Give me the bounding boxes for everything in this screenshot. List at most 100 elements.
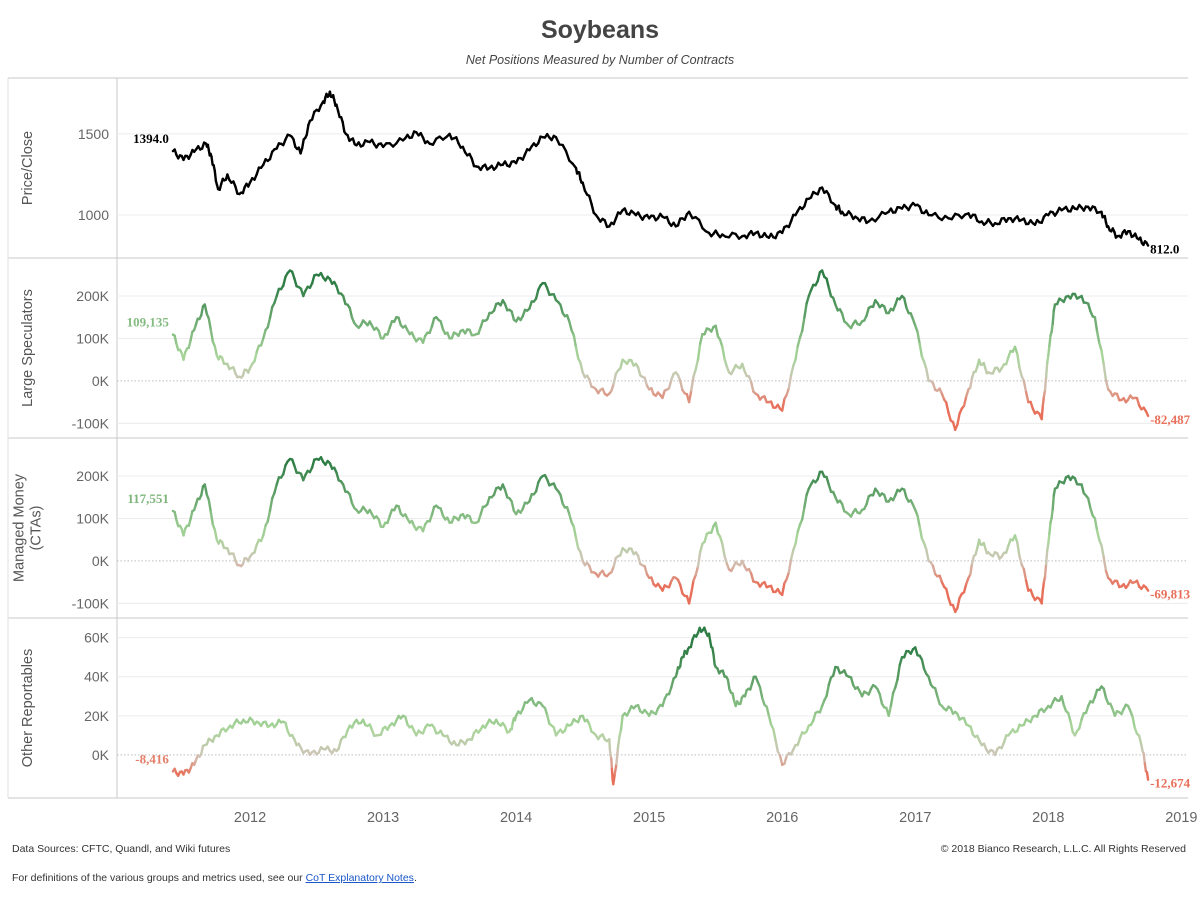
panel-2-series-segment [1135,396,1141,407]
panel-4-series-segment [914,646,919,657]
panel-4-series-segment [679,657,683,668]
panel-2-series-segment [1098,341,1103,352]
panel-4-series-segment [920,658,926,671]
panel-3-tick-label: 200K [76,468,109,484]
panel-2-series-segment [918,342,924,358]
panel-1-series-segment [803,197,808,208]
panel-2-series-segment [903,297,908,309]
panel-3-series-segment [696,550,702,568]
panel-3-series-segment [801,506,806,521]
panel-2-series-segment [922,360,928,370]
panel-4-end-label: -12,674 [1150,776,1191,791]
panel-2-series-segment [718,338,724,348]
panel-3-series-segment [785,570,791,581]
panel-3-series-segment [816,470,822,481]
panel-3-series-segment [1041,581,1046,592]
panel-2-series-segment [200,305,205,317]
panel-2-series-segment [1045,354,1050,365]
panel-2-series-segment [259,337,265,347]
panel-3-series-segment [1022,568,1028,582]
panel-2-series-segment [714,324,720,338]
panel-3-series-segment [840,502,846,513]
panel-3-series-segment [1095,529,1101,542]
panel-2-start-label: 109,135 [127,315,170,330]
panel-4-series-segment [765,705,771,717]
panel-3-series-segment [207,498,213,514]
panel-3-series-segment [200,485,205,497]
panel-3-tick-label: 100K [76,510,109,526]
panel-4-series-segment [689,638,694,649]
panel-2-series-segment [275,287,281,298]
panel-2-series-segment [1018,366,1023,378]
panel-4-series-segment [1093,688,1099,699]
panel-2-series-segment [187,339,192,349]
panel-2-tick-label: -100K [72,415,110,431]
panel-2-series-segment [825,277,830,289]
panel-2-tick-label: 0K [92,373,110,389]
panel-4-series-segment [767,714,773,726]
panel-3-series-segment [568,513,573,524]
panel-4-series-segment [969,725,975,736]
panel-2-series-segment [947,411,952,422]
panel-3-series-segment [559,493,564,505]
panel-2-series-segment [397,316,402,327]
panel-1-series-segment [305,123,310,136]
cot-explanatory-notes-link[interactable]: CoT Explanatory Notes [305,872,414,884]
panel-3-series-segment [796,523,802,534]
panel-2-series-segment [699,333,704,345]
panel-2-series-segment [588,378,593,388]
panel-2-series-segment [1022,379,1028,394]
panel-3-series-segment [1016,541,1021,558]
panel-1-series-segment [564,149,571,162]
panel-2-series-segment [430,317,436,328]
panel-4-series-segment [783,754,788,765]
panel-3-series-segment [282,464,287,476]
panel-3-series-segment [1080,483,1086,495]
panel-2-series-segment [1005,355,1010,366]
panel-3-series-segment [1051,494,1056,511]
panel-4-series-segment [615,747,620,766]
panel-4-series-segment [613,762,618,776]
panel-4-tick-label: 20K [84,708,110,724]
panel-2-series-segment [1013,345,1019,356]
panel-1-series-segment [1145,241,1150,247]
panel-3-series-segment [781,582,786,597]
panel-3-series-segment [970,555,975,565]
panel-4-series-segment [887,704,893,717]
panel-2-series-segment [1016,352,1021,369]
panel-3-series-segment [956,596,961,610]
panel-2-series-segment [579,361,584,374]
copyright-note: © 2018 Bianco Research, L.L.C. All Right… [940,843,1186,855]
panel-3-series-segment [916,514,921,529]
panel-2-series-segment [348,306,354,319]
panel-4-series-segment [1131,715,1137,730]
panel-3-series-segment [439,507,445,517]
panel-2-series-segment [636,366,642,377]
data-sources-note: Data Sources: CFTC, Quandl, and Wiki fut… [12,843,231,855]
panel-3-series-segment [827,483,833,493]
panel-3-series-segment [397,505,402,515]
panel-2-series-segment [439,320,445,331]
panel-3-end-label: -69,813 [1150,587,1191,602]
panel-2-series-segment [696,342,702,361]
panel-4-series-segment [758,686,764,700]
panel-3-series-segment [714,521,720,535]
panel-1-series-segment [554,135,561,146]
panel-2-series-segment [692,368,697,378]
panel-1-series-segment [292,138,297,149]
panel-2-series-segment [781,397,786,412]
chart-subtitle: Net Positions Measured by Number of Cont… [465,53,735,67]
panel-2-series-segment [721,345,726,361]
panel-3-series-segment [723,554,728,565]
panel-2-series-segment [262,328,267,340]
panel-3-series-segment [687,591,693,605]
panel-3-series-segment [1144,586,1150,592]
panel-3-series-segment [1043,563,1048,578]
panel-1-series-segment [588,194,593,206]
panel-2-series-segment [690,375,695,392]
panel-2-series-segment [1047,344,1051,357]
x-tick-label: 2014 [500,810,532,826]
panel-3-series-segment [1048,521,1052,535]
panel-2-series-segment [965,388,970,398]
x-tick-label: 2016 [766,810,798,826]
